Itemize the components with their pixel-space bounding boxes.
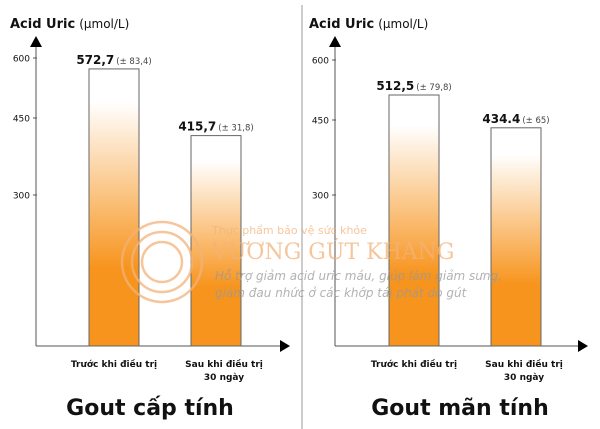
y-axis-label: Acid Uric (µmol/L) [10, 17, 129, 32]
x-category-label: Trước khi điều trị [71, 359, 157, 370]
x-category-label: 30 ngày [504, 373, 544, 383]
y-axis-label-bold: Acid Uric [309, 17, 374, 32]
bar-error: (± 65) [522, 116, 549, 126]
y-tick-label: 600 [312, 57, 329, 67]
y-axis-label-unit: (µmol/L) [79, 17, 129, 31]
chart-panel-1: Acid Uric (µmol/L) 600 450 300 572,7 (± 83,4) T… [10, 17, 290, 421]
bar-error: (± 31,8) [218, 124, 253, 134]
chart-title: Gout cấp tính [66, 396, 234, 421]
y-tick-label: 450 [13, 115, 30, 125]
bar-value-label: 434.4 (± 65) [482, 112, 549, 126]
watermark-line2: VƯƠNG GÚT KHANG [211, 238, 454, 265]
y-tick-label: 300 [312, 192, 329, 202]
chart-title: Gout mãn tính [371, 396, 548, 421]
y-axis-label: Acid Uric (µmol/L) [309, 17, 428, 32]
bar-value: 415,7 [178, 120, 216, 134]
y-tick-label: 450 [312, 117, 329, 127]
y-axis-label-unit: (µmol/L) [378, 17, 428, 31]
watermark-line1: Thực phẩm bảo vệ sức khỏe [211, 224, 367, 237]
y-tick-label: 600 [13, 55, 30, 65]
x-category-label: 30 ngày [204, 373, 244, 383]
watermark: Thực phẩm bảo vệ sức khỏe VƯƠNG GÚT KHAN… [120, 220, 502, 304]
bar-value: 434.4 [482, 112, 520, 126]
watermark-line3: Hỗ trợ giảm acid uric máu, giúp làm giảm… [215, 269, 502, 283]
y-axis-label-bold: Acid Uric [10, 17, 75, 32]
x-category-label: Trước khi điều trị [371, 359, 457, 370]
chart-panel-2: Acid Uric (µmol/L) 600 450 300 512,5 (± 79,8) T… [309, 17, 588, 421]
watermark-logo-icon [120, 220, 204, 304]
bar-error: (± 83,4) [116, 57, 151, 67]
bar [388, 94, 440, 347]
bar-value: 512,5 [376, 79, 414, 93]
bar [490, 127, 542, 347]
x-category-label: Sau khi điều trị [185, 359, 263, 370]
bar-value: 572,7 [76, 53, 114, 67]
bar-error: (± 79,8) [416, 83, 451, 93]
bar [88, 68, 140, 347]
x-category-label: Sau khi điều trị [485, 359, 563, 370]
y-axis-arrow-icon [329, 36, 341, 47]
y-axis-arrow-icon [30, 36, 42, 47]
bar-value-label: 415,7 (± 31,8) [178, 120, 253, 134]
watermark-line4: giảm đau nhức ở các khớp tái phát do gút [215, 286, 468, 300]
y-tick-label: 300 [13, 192, 30, 202]
x-axis-arrow-icon [578, 340, 588, 352]
x-axis-arrow-icon [280, 340, 290, 352]
bar-value-label: 572,7 (± 83,4) [76, 53, 151, 67]
bar-value-label: 512,5 (± 79,8) [376, 79, 451, 93]
bar [190, 135, 242, 347]
